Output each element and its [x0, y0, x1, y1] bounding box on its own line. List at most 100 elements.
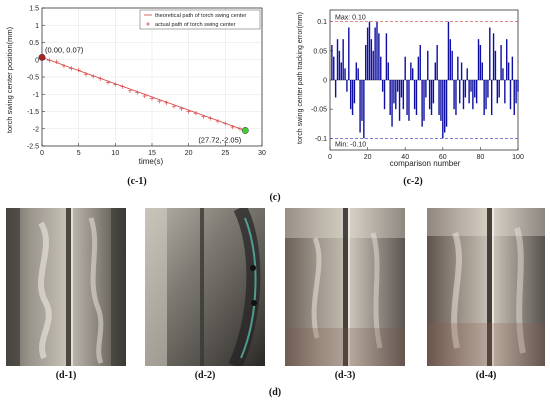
c1-actual-point — [230, 124, 235, 130]
c2-bar — [464, 80, 467, 98]
c2-xtick-label: 0 — [328, 154, 332, 161]
c1-xtick-label: 30 — [258, 150, 266, 157]
c2-bar — [483, 80, 485, 115]
c2-bar — [479, 45, 482, 80]
c2-bar — [438, 80, 440, 115]
c2-bar — [368, 21, 371, 81]
c1-ytick-label: -2.5 — [27, 144, 39, 151]
c1-actual-point — [223, 121, 228, 126]
c1-grid — [41, 7, 263, 147]
c2-bar — [453, 80, 455, 110]
c2-bar — [428, 80, 431, 110]
c1-annotation-label: (27.72,-2.05) — [198, 135, 241, 144]
c2-bar — [470, 80, 472, 92]
c1-ytick-label: -1.5 — [27, 109, 39, 116]
c2-bar — [340, 62, 342, 80]
c2-bar — [423, 80, 425, 121]
c1-xlabel: time(s) — [139, 157, 164, 166]
c2-bar — [511, 56, 514, 80]
c2-bar — [359, 80, 361, 133]
c2-bar — [502, 68, 504, 80]
c2-bar — [509, 80, 512, 110]
c2-bar — [333, 56, 335, 80]
weld-photo-d3 — [285, 208, 405, 366]
c2-bar — [432, 80, 435, 104]
c2-bar — [366, 27, 369, 80]
c1-actual-point — [193, 111, 199, 116]
c2-ytick-label: 0 — [323, 78, 327, 85]
c2-bar — [353, 80, 356, 104]
c2-bar — [481, 62, 483, 80]
c1-actual-point — [120, 84, 125, 89]
c2-ylabel: torch swing center path tracking error(m… — [297, 12, 304, 144]
c2-bar — [391, 80, 393, 127]
c2-bar — [344, 68, 346, 80]
c2-bar — [334, 80, 337, 98]
weld-photo-d4 — [427, 208, 545, 366]
c2-bar — [515, 80, 517, 104]
caption-c1: (c-1) — [127, 176, 147, 187]
c2-bar — [421, 80, 423, 127]
c2-bar — [355, 62, 358, 80]
c2-bar — [507, 62, 510, 80]
c1-ytick-label: 0.5 — [29, 40, 39, 47]
c1-actual-point — [61, 63, 67, 69]
c2-bar — [504, 80, 506, 104]
c2-bar — [451, 50, 453, 80]
c2-bar — [500, 45, 502, 80]
c1-xtick-label: 0 — [40, 150, 44, 157]
weld-photo-d2 — [145, 208, 265, 366]
c2-bar — [376, 21, 378, 81]
c2-bar — [459, 80, 461, 104]
c1-legend-box — [139, 9, 261, 30]
c2-bar — [415, 80, 418, 115]
c1-actual-point — [237, 126, 243, 131]
c2-bar — [338, 50, 341, 80]
c2-bar — [398, 80, 401, 121]
c1-ylabel: torch swing center position(mm) — [5, 26, 14, 133]
c2-bar — [460, 62, 463, 80]
c1-actual-point — [69, 66, 74, 71]
c2-bar — [395, 80, 397, 110]
c2-bars — [331, 21, 519, 139]
c2-bar — [494, 50, 497, 80]
c2-reference-lines: Max: 0.10 Min: -0.10 — [330, 15, 518, 148]
c1-actual-point — [171, 104, 177, 109]
c2-bar — [498, 80, 500, 98]
c1-ytick-label: -1 — [33, 92, 39, 99]
c2-reference-label: Max: 0.10 — [335, 15, 366, 22]
c2-bar — [477, 39, 480, 80]
c2-bar — [408, 80, 410, 121]
c2-bar — [462, 80, 465, 110]
c2-bar — [442, 80, 444, 139]
c2-bar — [443, 80, 446, 133]
c2-bar — [506, 39, 508, 80]
c1-xtick-label: 15 — [148, 150, 156, 157]
c2-bar — [472, 80, 474, 110]
caption-d: (d) — [268, 387, 282, 398]
c2-xtick-label: 100 — [512, 154, 524, 161]
c2-bar — [434, 62, 436, 80]
c1-ytick-label: 0 — [35, 57, 39, 64]
c1-actual-point — [179, 106, 184, 111]
c2-xlabel: comparison number — [390, 159, 461, 168]
c2-bar — [370, 39, 373, 80]
c2-ticks: 0 20 40 60 80 100 0.1 0.05 0 -0.05 -0.1 — [311, 19, 524, 161]
c2-bar — [412, 68, 414, 80]
caption-d3: (d-3) — [334, 370, 356, 381]
c1-actual-point — [47, 58, 52, 63]
c2-bar — [381, 80, 384, 92]
c1-actual-point — [201, 114, 206, 119]
c1-actual-point — [149, 96, 155, 101]
c2-bar — [445, 80, 448, 127]
c1-actual-point — [113, 82, 118, 87]
c2-bar — [400, 80, 403, 98]
c2-xtick-label: 80 — [477, 154, 485, 161]
c2-bar — [342, 39, 344, 80]
caption-c2: (c-2) — [403, 176, 423, 187]
c2-bar — [348, 27, 350, 80]
c2-bar — [455, 80, 457, 115]
c1-actual-point — [54, 59, 59, 65]
c1-legend-marker-swatch — [146, 22, 150, 26]
